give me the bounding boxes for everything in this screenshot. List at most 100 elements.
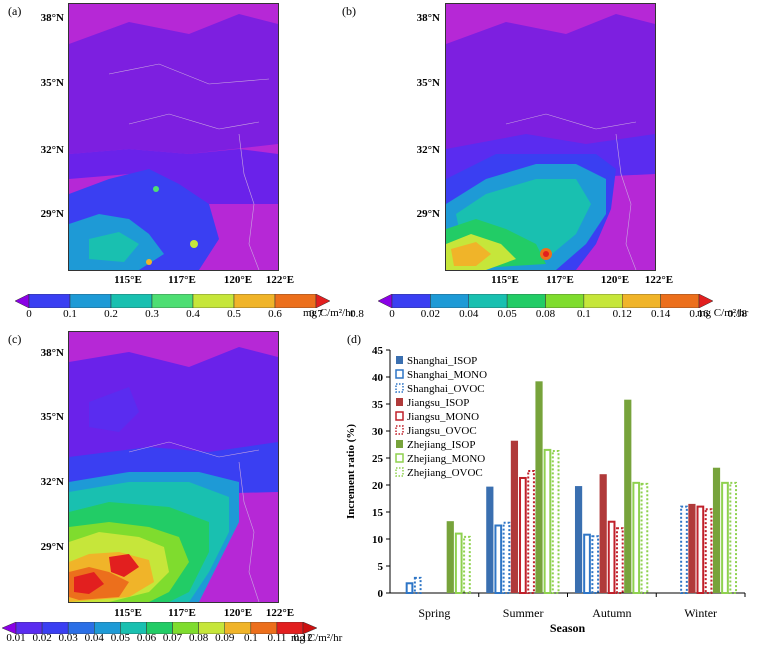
lon-label: 117°E	[546, 274, 574, 286]
y-tick-label: 10	[372, 534, 384, 546]
legend-label: Shanghai_OVOC	[407, 383, 485, 395]
lon-label: 115°E	[114, 607, 142, 619]
colorbar-segment	[110, 294, 153, 308]
colorbar-segment	[69, 294, 112, 308]
colorbar-segment	[192, 294, 235, 308]
legend-swatch	[395, 383, 404, 393]
legend-swatch	[396, 356, 403, 364]
x-tick-label: Summer	[503, 606, 544, 620]
bar-shanghai_mono	[405, 582, 414, 594]
lon-label: 120°E	[223, 607, 253, 619]
legend-swatch	[395, 467, 404, 477]
map-panel-b	[445, 3, 656, 271]
legend-swatch	[395, 425, 404, 435]
x-tick-label: Spring	[418, 606, 450, 620]
legend-swatch	[395, 411, 404, 421]
panel-c-label: (c)	[8, 332, 22, 346]
colorbar-tick-label: 0.7	[309, 308, 323, 320]
y-tick-label: 35	[372, 399, 384, 411]
lat-label: 29°N	[40, 208, 64, 220]
colorbar-segment	[468, 294, 508, 308]
legend-label: Zhejiang_ISOP	[407, 439, 475, 451]
bar-zhejiang_ovoc	[729, 481, 738, 594]
bar-zhejiang_isop	[712, 467, 721, 593]
legend-label: Shanghai_ISOP	[407, 355, 477, 367]
colorbar-tick-label: 0.05	[497, 308, 517, 320]
emission-map-b	[446, 4, 655, 270]
lat-label: 32°N	[40, 144, 64, 156]
lon-label: 120°E	[223, 274, 253, 286]
colorbar-tick-label: 0.1	[63, 308, 77, 320]
bar-zhejiang_isop	[446, 521, 454, 593]
bar-jiangsu_isop	[688, 503, 696, 593]
bar-jiangsu_isop	[510, 440, 519, 593]
bar-jiangsu_ovoc	[704, 508, 713, 594]
bar-zhejiang_ovoc	[463, 535, 471, 594]
colorbar-a	[15, 294, 330, 308]
lon-label: 122°E	[644, 274, 674, 286]
colorbar-tick-label: 0.06	[136, 632, 157, 644]
legend-label: Jiangsu_ISOP	[407, 397, 469, 409]
colorbar-a-unit: mg C/m²/hr	[303, 307, 355, 319]
legend-swatch	[395, 369, 404, 379]
bar-zhejiang_mono	[721, 481, 729, 594]
bar-zhejiang_mono	[454, 532, 463, 595]
map-panel-c	[68, 331, 279, 603]
bar-zhejiang_isop	[624, 399, 632, 593]
colorbar-tick-label: 0.1	[577, 308, 591, 320]
colorbar-segment	[274, 294, 317, 308]
y-tick-label: 25	[372, 453, 384, 465]
colorbar-tick-label: 0.3	[145, 308, 159, 320]
colorbar-b-unit: mg C/m²/hr	[697, 307, 749, 319]
lat-label: 29°N	[416, 208, 440, 220]
lat-label: 35°N	[40, 77, 64, 89]
emission-map-a	[69, 4, 278, 270]
colorbar-tick-label: 0.5	[227, 308, 241, 320]
y-tick-label: 30	[372, 426, 384, 438]
colorbar-tick-label: 0.8	[350, 308, 364, 320]
colorbar-c	[2, 622, 317, 634]
colorbar-tick-label: 0.04	[459, 308, 479, 320]
colorbar-segment	[28, 294, 71, 308]
lon-label: 120°E	[600, 274, 630, 286]
x-tick-label: Winter	[684, 606, 717, 620]
bar-shanghai_mono	[494, 524, 503, 594]
colorbar-segment	[583, 294, 623, 308]
colorbar-tick-label: 0.12	[612, 308, 632, 320]
lat-label: 32°N	[416, 144, 440, 156]
lat-label: 38°N	[416, 12, 440, 24]
colorbar-segment	[622, 294, 661, 308]
y-axis-label: Increment ratio (%)	[345, 424, 357, 519]
colorbar-min-arrow	[378, 294, 393, 308]
colorbar-segment	[545, 294, 585, 308]
colorbar-tick-label: 0.04	[84, 632, 104, 644]
colorbar-tick-label: 0.2	[104, 308, 118, 320]
bar-jiangsu_ovoc	[615, 527, 624, 594]
colorbar-tick-label: 0.07	[162, 632, 183, 644]
legend-label: Zhejiang_MONO	[407, 453, 485, 465]
colorbar-tick-label: 0	[26, 308, 32, 320]
legend-label: Shanghai_MONO	[407, 369, 487, 381]
colorbar-tick-label: 0.1	[243, 632, 258, 644]
bar-shanghai_ovoc	[502, 521, 511, 594]
lat-label: 35°N	[40, 411, 64, 423]
legend-label: Jiangsu_MONO	[407, 411, 479, 423]
colorbar-segment	[430, 294, 469, 308]
lat-label: 35°N	[416, 77, 440, 89]
lat-label: 38°N	[40, 12, 64, 24]
colorbar-tick-label: 0.05	[110, 632, 130, 644]
legend-swatch	[396, 440, 403, 448]
bar-jiangsu_mono	[696, 505, 705, 595]
legend-swatch	[396, 398, 403, 406]
legend-label: Jiangsu_OVOC	[407, 425, 477, 437]
colorbar-tick-label: 0.14	[651, 308, 671, 320]
lon-label: 117°E	[168, 274, 196, 286]
colorbar-c-unit: mg C/m²/hr	[291, 632, 343, 644]
colorbar-segment	[506, 294, 546, 308]
bar-zhejiang_mono	[632, 481, 641, 594]
y-tick-label: 20	[372, 480, 384, 492]
bar-shanghai_ovoc	[591, 535, 600, 595]
x-tick-label: Autumn	[592, 606, 631, 620]
y-tick-label: 5	[378, 561, 384, 573]
bar-zhejiang_isop	[535, 381, 543, 593]
